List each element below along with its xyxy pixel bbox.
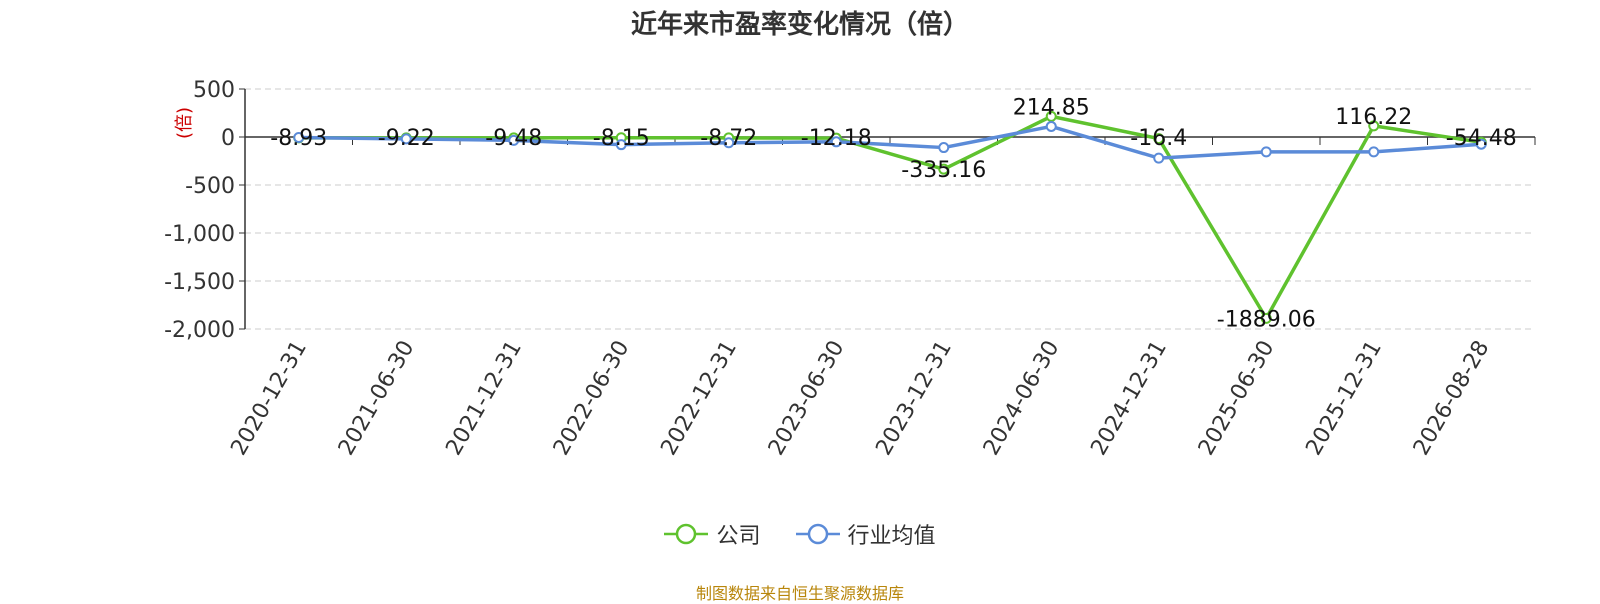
y-axis-label: (倍) bbox=[174, 107, 195, 139]
x-tick-label: 2023-06-30 bbox=[764, 337, 850, 460]
x-tick-label: 2024-12-31 bbox=[1086, 337, 1172, 460]
y-tick-label: -1,000 bbox=[164, 222, 235, 247]
data-label: -12.18 bbox=[801, 126, 872, 151]
data-label: -8.72 bbox=[700, 126, 757, 151]
data-label: -8.93 bbox=[270, 126, 327, 151]
x-tick-label: 2025-12-31 bbox=[1301, 337, 1387, 460]
data-label: -54.48 bbox=[1446, 126, 1517, 151]
x-tick-label: 2021-12-31 bbox=[441, 337, 527, 460]
y-tick-label: 0 bbox=[221, 126, 235, 151]
y-tick-label: -500 bbox=[185, 174, 235, 199]
x-tick-label: 2021-06-30 bbox=[334, 337, 420, 460]
legend-label-industry-average: 行业均值 bbox=[847, 524, 936, 549]
grid-lines bbox=[245, 88, 1535, 330]
industry-data-point bbox=[830, 136, 842, 148]
legend-line-marker-icon bbox=[795, 523, 840, 545]
data-label: 214.85 bbox=[1013, 95, 1090, 120]
x-tick-label: 2022-06-30 bbox=[549, 337, 635, 460]
data-label: -16.4 bbox=[1130, 126, 1187, 151]
data-label: 116.22 bbox=[1335, 105, 1412, 130]
series-lines bbox=[293, 110, 1487, 324]
legend-item-company[interactable]: 公司 bbox=[664, 518, 761, 550]
legend-item-industry-average[interactable]: 行业均值 bbox=[795, 518, 936, 550]
company-data-point bbox=[1260, 312, 1272, 324]
chart-title: 近年来市盈率变化情况（倍） bbox=[630, 10, 969, 40]
x-tick-label: 2022-12-31 bbox=[656, 337, 742, 460]
company-data-point bbox=[1153, 133, 1165, 145]
industry-data-point bbox=[508, 134, 520, 146]
industry-data-point bbox=[723, 137, 735, 149]
company-data-point bbox=[938, 163, 950, 175]
industry-data-point bbox=[400, 133, 412, 145]
legend-label-company: 公司 bbox=[716, 524, 761, 549]
x-tick-label: 2025-06-30 bbox=[1194, 337, 1280, 460]
y-tick-label: -1,500 bbox=[164, 270, 235, 295]
company-data-point bbox=[1368, 120, 1380, 132]
data-label: -9.22 bbox=[378, 126, 435, 151]
industry-data-point bbox=[615, 139, 627, 151]
y-tick-label: -2,000 bbox=[164, 318, 235, 343]
data-label: -1889.06 bbox=[1217, 307, 1316, 332]
data-label: -9.48 bbox=[485, 126, 542, 151]
industry-data-point bbox=[938, 142, 950, 154]
legend: 公司 行业均值 bbox=[0, 518, 1600, 552]
company-data-point bbox=[1045, 110, 1057, 122]
industry-data-point bbox=[1368, 146, 1380, 158]
source-note: 制图数据来自恒生聚源数据库 bbox=[695, 584, 904, 603]
x-tick-label: 2023-12-31 bbox=[871, 337, 957, 460]
data-label: -8.15 bbox=[593, 126, 650, 151]
data-label: -335.16 bbox=[901, 158, 986, 183]
legend-line-marker-icon bbox=[664, 523, 709, 545]
industry-data-point bbox=[1153, 152, 1165, 164]
x-tick-label: 2024-06-30 bbox=[979, 337, 1065, 460]
industry-data-point bbox=[1045, 120, 1057, 132]
industry-data-point bbox=[1260, 146, 1272, 158]
x-tick-label: 2020-12-31 bbox=[226, 337, 312, 460]
x-tick-label: 2026-08-28 bbox=[1409, 337, 1495, 460]
series-line-company bbox=[298, 114, 1482, 321]
y-tick-label: 500 bbox=[193, 78, 235, 103]
industry-data-point bbox=[293, 131, 305, 143]
series-line-industry-average bbox=[298, 124, 1482, 160]
industry-data-point bbox=[1475, 138, 1487, 150]
data-labels: -8.93 -9.22 -9.48 -8.15 -8.72 -12.18 -335.16 21… bbox=[270, 95, 1516, 332]
